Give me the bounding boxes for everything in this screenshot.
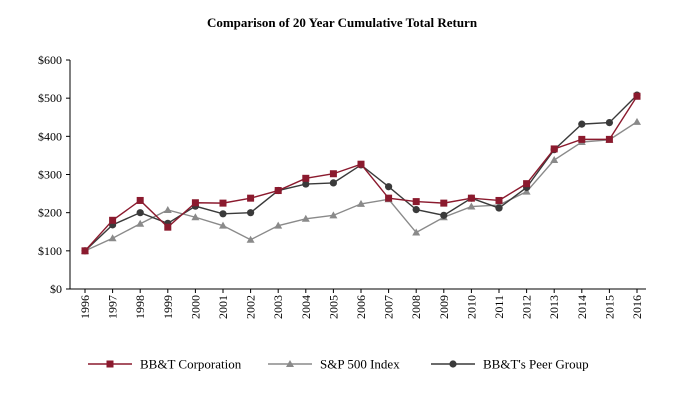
data-point <box>440 211 448 219</box>
series-layer <box>81 91 641 255</box>
data-point <box>81 247 89 255</box>
y-tick-label: $400 <box>38 129 62 143</box>
x-tick-label: 1999 <box>161 295 175 319</box>
x-tick-label: 2013 <box>547 295 561 319</box>
data-point <box>633 92 641 100</box>
data-point <box>440 199 448 207</box>
y-tick-label: $200 <box>38 206 62 220</box>
x-tick-label: 2009 <box>437 295 451 319</box>
x-tick-label: 2010 <box>464 295 478 319</box>
data-point <box>605 135 613 143</box>
legend-label: S&P 500 Index <box>320 357 400 372</box>
data-point <box>247 194 255 202</box>
legend-marker <box>449 360 457 368</box>
axes: $0 $100 $200 $300 $400 $500 $600 1996 1997 1998 19… <box>38 53 646 319</box>
data-point <box>550 155 559 163</box>
data-point <box>467 194 475 202</box>
data-point <box>578 120 586 128</box>
data-point <box>412 228 421 236</box>
x-tick-label: 1997 <box>106 295 120 319</box>
y-tick-label: $300 <box>38 168 62 182</box>
series-1 <box>81 117 641 254</box>
data-point <box>136 209 144 217</box>
x-tick-label: 2001 <box>216 295 230 319</box>
x-tick-label: 2008 <box>409 295 423 319</box>
data-point <box>136 219 145 227</box>
data-point <box>219 221 227 229</box>
legend-item: BB&T Corporation <box>88 357 242 372</box>
legend-marker <box>106 360 114 368</box>
data-point <box>523 180 531 188</box>
data-point <box>163 205 172 213</box>
x-tick-label: 2002 <box>244 295 258 319</box>
x-tick-label: 2011 <box>492 295 506 319</box>
data-point <box>522 187 531 195</box>
data-point <box>357 199 365 207</box>
x-tick-label: 2000 <box>188 295 202 319</box>
legend: BB&T Corporation S&P 500 Index BB&T's Peer… <box>88 357 589 372</box>
x-tick-label: 1996 <box>78 295 92 319</box>
series-line <box>84 121 638 252</box>
legend-label: BB&T Corporation <box>140 357 242 372</box>
data-point <box>191 213 200 221</box>
data-point <box>412 206 420 214</box>
x-tick-label: 2007 <box>382 295 396 319</box>
x-tick-label: 2015 <box>602 295 616 319</box>
data-point <box>495 204 503 212</box>
x-tick-label: 2014 <box>575 295 589 319</box>
x-tick-label: 2005 <box>326 295 340 319</box>
data-point <box>329 179 337 187</box>
data-point <box>605 118 614 127</box>
data-point <box>219 210 227 218</box>
x-tick-label: 2003 <box>271 295 285 319</box>
legend-item: BB&T's Peer Group <box>431 357 589 372</box>
y-tick-label: $0 <box>50 282 62 296</box>
data-point <box>302 174 310 182</box>
data-point <box>191 199 199 207</box>
y-tick-label: $500 <box>38 91 62 105</box>
data-point <box>108 234 117 242</box>
legend-item: S&P 500 Index <box>268 357 400 372</box>
data-point <box>357 160 365 168</box>
data-point <box>247 209 255 217</box>
data-point <box>246 235 255 243</box>
data-point <box>274 221 283 229</box>
chart-title: Comparison of 20 Year Cumulative Total R… <box>207 15 478 30</box>
x-tick-label: 2012 <box>520 295 534 319</box>
x-tick-label: 1998 <box>133 295 147 319</box>
data-point <box>412 198 420 206</box>
data-point <box>495 196 503 204</box>
data-point <box>329 170 337 178</box>
legend-label: BB&T's Peer Group <box>483 357 589 372</box>
data-point <box>219 199 227 207</box>
data-point <box>329 211 338 219</box>
y-tick-label: $100 <box>38 244 62 258</box>
x-tick-label: 2004 <box>299 295 313 319</box>
data-point <box>385 183 393 191</box>
data-point <box>274 187 282 195</box>
data-point <box>467 202 476 210</box>
data-point <box>302 180 310 188</box>
data-point <box>578 135 586 143</box>
data-point <box>385 194 393 202</box>
data-point <box>109 216 117 224</box>
x-tick-label: 2016 <box>630 295 644 319</box>
x-tick-label: 2006 <box>354 295 368 319</box>
data-point <box>136 196 144 204</box>
series-0 <box>81 92 641 255</box>
y-tick-label: $600 <box>38 53 62 67</box>
data-point <box>164 223 172 231</box>
data-point <box>550 145 558 153</box>
legend-marker <box>286 360 294 367</box>
data-point <box>633 117 641 125</box>
data-point <box>301 214 310 222</box>
